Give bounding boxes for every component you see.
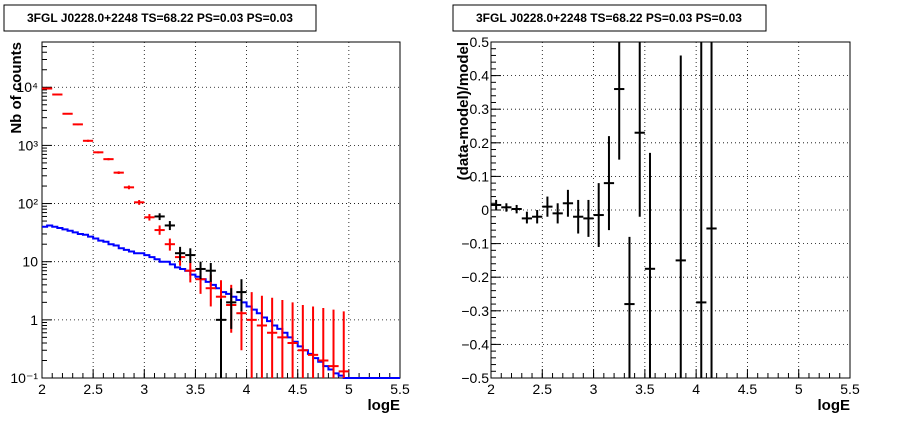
- left-y-tick-label: 10³: [18, 137, 39, 153]
- right-x-axis-label: logE: [818, 397, 851, 414]
- left-chart: 3FGL J0228.0+2248 TS=68.22 PS=0.03 PS=0.…: [3, 4, 410, 414]
- left-y-axis-label: Nb of counts: [8, 42, 25, 134]
- right-y-tick-label: −0.3: [461, 303, 489, 319]
- left-y-tick-label: 10⁻¹: [10, 370, 38, 386]
- left-grid: [42, 42, 400, 378]
- right-x-tick-label: 3: [590, 381, 598, 397]
- right-ticks: 2 2.5 3 3.5 4 4.5 5 5.5 −0.5 −0.4 −0.3 −0.2 −0.1 0 0.1…: [461, 34, 860, 397]
- left-ticks: 2 2.5 3 3.5 4 4.5 5 5.5 10⁻¹ 1 10 10² 10³ 10⁴: [10, 41, 410, 397]
- left-y-tick-label: 1: [30, 312, 38, 328]
- right-x-tick-label: 2: [487, 381, 495, 397]
- right-y-tick-label: −0.1: [461, 236, 489, 252]
- right-title-box: [452, 4, 767, 32]
- left-y-tick-label: 10⁴: [16, 79, 38, 95]
- left-x-tick-label: 2.5: [83, 381, 103, 397]
- right-y-tick-label: 0.4: [470, 68, 490, 84]
- left-title-box: [3, 4, 317, 32]
- right-x-tick-label: 3.5: [635, 381, 655, 397]
- left-series: [42, 87, 400, 379]
- left-x-tick-label: 4: [243, 381, 251, 397]
- left-x-tick-label: 2: [38, 381, 46, 397]
- left-x-tick-label: 5.5: [390, 381, 410, 397]
- left-x-tick-label: 4.5: [288, 381, 308, 397]
- right-x-tick-label: 5.5: [840, 381, 860, 397]
- right-grid: [491, 42, 850, 378]
- right-plot-frame: [490, 41, 851, 379]
- right-y-tick-label: 0.1: [470, 168, 490, 184]
- left-x-tick-label: 5: [345, 381, 353, 397]
- right-x-tick-label: 2.5: [533, 381, 553, 397]
- right-x-tick-label: 4.5: [738, 381, 758, 397]
- right-x-tick-label: 5: [795, 381, 803, 397]
- right-y-tick-label: 0.5: [470, 34, 490, 50]
- right-y-tick-label: 0.3: [470, 101, 490, 117]
- right-series: [491, 42, 717, 378]
- right-y-tick-label: −0.5: [461, 370, 489, 386]
- left-y-tick-label: 10²: [18, 196, 39, 212]
- right-title: 3FGL J0228.0+2248 TS=68.22 PS=0.03 PS=0.…: [476, 11, 742, 25]
- right-x-tick-label: 4: [692, 381, 700, 397]
- right-y-tick-label: −0.2: [461, 269, 489, 285]
- left-x-axis-label: logE: [368, 397, 401, 414]
- right-y-tick-label: −0.4: [461, 336, 489, 352]
- right-y-tick-label: 0: [481, 202, 489, 218]
- left-x-tick-label: 3.5: [186, 381, 206, 397]
- left-x-tick-label: 3: [140, 381, 148, 397]
- right-y-axis-label: (data-model)/model: [455, 42, 472, 180]
- right-chart: 3FGL J0228.0+2248 TS=68.22 PS=0.03 PS=0.…: [452, 4, 860, 414]
- left-title: 3FGL J0228.0+2248 TS=68.22 PS=0.03 PS=0.…: [27, 11, 293, 25]
- right-y-tick-label: 0.2: [470, 135, 490, 151]
- left-y-tick-label: 10: [22, 254, 38, 270]
